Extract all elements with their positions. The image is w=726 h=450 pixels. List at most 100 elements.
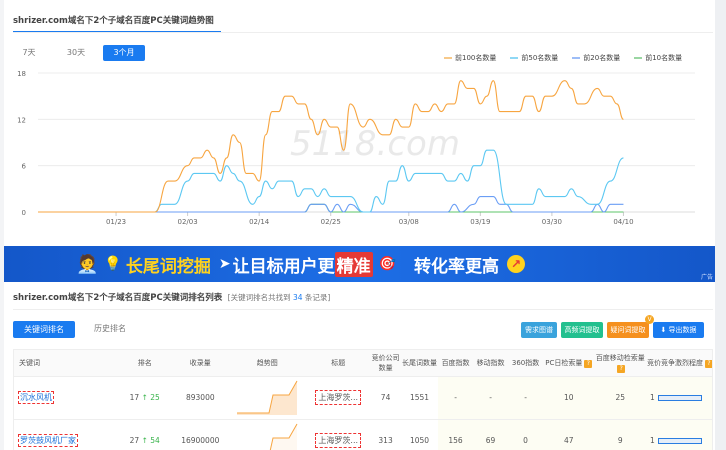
record-count: 34 xyxy=(292,293,303,302)
banner-text-1: 长尾词挖掘 xyxy=(125,256,211,277)
competition-cell: 1 xyxy=(646,375,712,419)
keyword-link[interactable]: 沉水风机 xyxy=(18,391,54,404)
export-label: 导出数据 xyxy=(668,326,697,334)
arrow-up-icon: ↑ xyxy=(141,436,148,446)
tab-7days[interactable]: 7天 xyxy=(22,48,36,57)
col-pc-daily[interactable]: PC日检索量? xyxy=(543,350,594,376)
tab-history-ranking[interactable]: 历史排名 xyxy=(94,324,126,333)
title-link[interactable]: 上海罗茨... xyxy=(315,390,362,405)
demand-graph-button[interactable]: 需求图谱 xyxy=(521,322,557,338)
col-longtail[interactable]: 长尾词数量 xyxy=(402,358,438,367)
list-header: shrizer.com域名下2个子域名百度PC关键词排名列表 [关键词排名共找到… xyxy=(13,291,330,303)
x-tick-label: 02/03 xyxy=(178,218,198,226)
col-competition[interactable]: 竞价竞争激烈程度? xyxy=(646,350,712,376)
trend-sparkline[interactable] xyxy=(228,418,307,450)
baidu-index: 156 xyxy=(438,418,474,450)
rank-change: 25 xyxy=(150,393,160,402)
legend-label: 前20名数量 xyxy=(583,54,621,62)
y-tick-label: 18 xyxy=(17,70,26,78)
sparkline-area xyxy=(237,380,298,415)
rank-cell: 17 ↑ 25 xyxy=(116,375,173,419)
x-tick-label: 02/14 xyxy=(249,218,270,226)
col-bid-companies[interactable]: 竞价公司数量 xyxy=(371,353,400,372)
competition-value: 1 xyxy=(650,393,655,402)
tab-3months[interactable]: 3个月 xyxy=(103,45,145,61)
index-360: - xyxy=(508,375,544,419)
series-line-前50名数量 xyxy=(37,149,624,213)
question-words-button[interactable]: 疑问词提取 xyxy=(607,322,649,338)
table-row: 罗茨鼓风机厂家 27 ↑ 54 16900000 上海罗茨... 313 105… xyxy=(14,418,712,450)
rank: 17 xyxy=(129,393,140,402)
ad-banner[interactable]: 🧑‍💼 💡 长尾词挖掘 ➤ 让目标用户更 精准 🎯 转化率更高 ↗ 广告 xyxy=(4,246,715,282)
trend-sparkline[interactable] xyxy=(228,375,307,419)
target-icon: 🎯 xyxy=(378,256,397,272)
col-mobile-daily[interactable]: 百度移动检索量? xyxy=(595,350,646,376)
legend-swatch xyxy=(634,57,643,59)
x-tick-label: 02/25 xyxy=(321,218,341,226)
x-tick-label: 03/08 xyxy=(399,218,419,226)
title-link[interactable]: 上海罗茨... xyxy=(315,433,362,449)
index-360: 0 xyxy=(508,418,544,450)
pc-daily-searches: 10 xyxy=(543,375,595,419)
legend-label: 前50名数量 xyxy=(521,54,559,62)
mobile-index: 69 xyxy=(473,418,509,450)
help-icon[interactable]: ? xyxy=(617,364,626,373)
rank-cell: 27 ↑ 54 xyxy=(116,418,173,450)
y-tick-label: 6 xyxy=(22,163,27,171)
tab-keyword-ranking[interactable]: 关键词排名 xyxy=(13,321,75,338)
x-tick-label: 01/23 xyxy=(106,218,126,226)
help-icon[interactable]: ? xyxy=(584,359,593,368)
mobile-index: - xyxy=(473,375,509,419)
download-icon: ⬇ xyxy=(660,326,667,334)
divider xyxy=(13,309,713,310)
competition-bar xyxy=(657,438,702,445)
trend-chart: 5118.com 0 6 12 18 01/23 02/03 02/14 02/25 03/08… xyxy=(17,70,695,226)
legend-swatch xyxy=(510,57,519,59)
series-line-前100名数量 xyxy=(37,80,624,213)
keyword-link[interactable]: 罗茨鼓风机厂家 xyxy=(18,434,78,448)
indexed-count: 893000 xyxy=(172,375,229,419)
col-baidu-index[interactable]: 百度指数 xyxy=(441,358,470,367)
legend-top50[interactable]: 前50名数量 xyxy=(510,53,558,63)
sparkline-line xyxy=(237,380,298,413)
trend-title: shrizer.com域名下2个子域名百度PC关键词趋势图 xyxy=(13,16,214,26)
series-line-前10名数量 xyxy=(37,203,624,213)
col-360-index[interactable]: 360指数 xyxy=(511,358,540,367)
legend-swatch xyxy=(444,57,452,59)
arrow-up-icon: ↑ xyxy=(141,393,148,402)
bulb-icon: 💡 xyxy=(104,256,122,272)
rank-change: 54 xyxy=(150,436,160,446)
sparkline-line xyxy=(269,423,298,450)
legend-label: 前10名数量 xyxy=(645,54,683,62)
scrollbar-track[interactable] xyxy=(715,0,726,450)
ad-label: 广告 xyxy=(700,274,713,281)
mobile-daily-searches: 25 xyxy=(594,375,646,419)
longtail-count[interactable]: 1551 xyxy=(401,375,439,419)
frequent-words-button[interactable]: 高频词提取 xyxy=(561,322,603,338)
banner-text-2: 让目标用户更 xyxy=(232,256,335,277)
y-tick-label: 12 xyxy=(17,116,26,124)
help-icon[interactable]: ? xyxy=(705,359,712,368)
sparkline-area xyxy=(270,423,298,450)
x-tick-label: 03/19 xyxy=(470,218,490,226)
bid-companies: 74 xyxy=(370,375,402,419)
col-rank[interactable]: 排名 xyxy=(137,358,152,367)
watermark: 5118.com xyxy=(290,124,460,164)
count-suffix: 条记录] xyxy=(304,293,331,302)
chart-legend: 前100名数量 前50名数量 前20名数量 前10名数量 xyxy=(444,53,682,63)
vip-badge-icon: V xyxy=(645,315,654,324)
sparkline xyxy=(237,380,298,415)
col-mobile-index[interactable]: 移动指数 xyxy=(476,358,505,367)
col-label: 百度移动检索量 xyxy=(595,353,645,362)
competition-cell: 1 xyxy=(646,418,712,450)
table-row: 沉水风机 17 ↑ 25 893000 上海罗茨... 74 1551 - - … xyxy=(14,375,712,419)
legend-top10[interactable]: 前10名数量 xyxy=(634,53,682,63)
legend-top100[interactable]: 前100名数量 xyxy=(444,53,496,63)
tab-30days[interactable]: 30天 xyxy=(66,48,86,57)
col-indexed[interactable]: 收录量 xyxy=(189,358,211,367)
legend-label: 前100名数量 xyxy=(455,54,497,62)
export-data-button[interactable]: ⬇ 导出数据 xyxy=(653,322,704,338)
x-tick-label: 03/30 xyxy=(542,218,562,226)
legend-top20[interactable]: 前20名数量 xyxy=(572,53,620,63)
longtail-count[interactable]: 1050 xyxy=(401,418,439,450)
